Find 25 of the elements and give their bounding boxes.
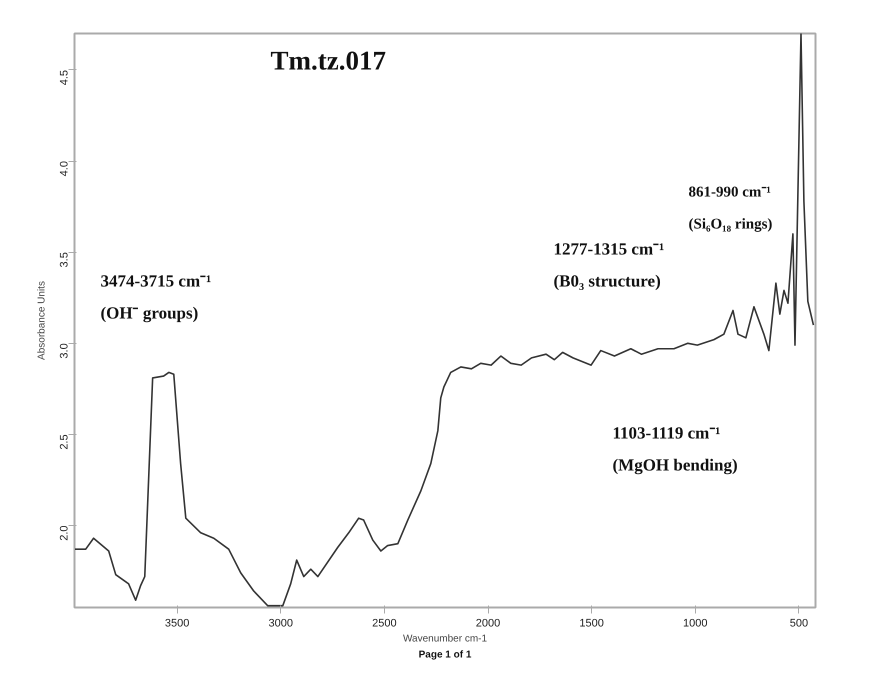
- annotation: 861-990 cm⁻¹: [688, 184, 771, 200]
- x-tick-label: 2000: [476, 618, 500, 630]
- x-axis-title: Wavenumber cm-1: [402, 634, 488, 644]
- x-tick-label: 1500: [579, 618, 604, 630]
- y-tick-label: 3.5: [58, 252, 70, 268]
- y-axis-title: Absorbance Units: [36, 281, 48, 360]
- y-tick-label: 2.0: [58, 525, 70, 541]
- y-tick-label: 2.5: [58, 434, 70, 450]
- x-tick-label: 3500: [164, 618, 190, 630]
- annotation: (B0₃ structure): [554, 272, 661, 290]
- x-tick-label: 500: [790, 618, 808, 630]
- y-tick-label: 3.0: [58, 343, 70, 359]
- annotation: 1103-1119 cm⁻¹: [612, 424, 720, 442]
- annotation: 3474-3715 cm⁻¹: [100, 272, 212, 290]
- chart-title: Tm.tz.017: [270, 46, 386, 76]
- annotation: 1277-1315 cm⁻¹: [554, 240, 664, 258]
- annotation: (Si₆O₁₈ rings): [688, 216, 772, 232]
- annotation: (OH⁻ groups): [100, 304, 198, 322]
- annotation: (MgOH bending): [612, 456, 738, 474]
- y-tick-label: 4.5: [58, 70, 70, 86]
- y-tick-label: 4.0: [58, 161, 70, 176]
- x-tick-label: 1000: [683, 618, 708, 630]
- x-tick-label: 3000: [268, 618, 293, 630]
- text: Page 1 of 1: [418, 650, 472, 660]
- x-tick-label: 2500: [372, 618, 397, 630]
